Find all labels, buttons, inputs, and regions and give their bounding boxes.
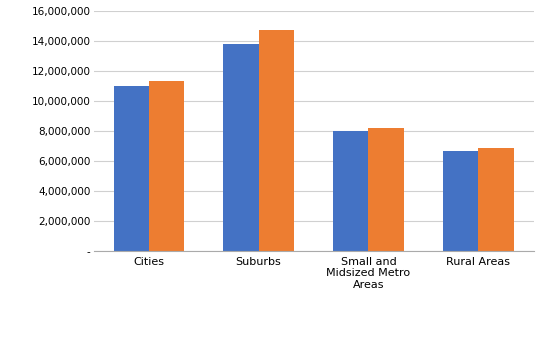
Bar bbox=[258, 30, 294, 251]
Bar bbox=[113, 86, 148, 251]
Bar bbox=[333, 131, 369, 251]
Bar bbox=[368, 128, 404, 251]
Bar bbox=[148, 81, 184, 251]
Bar bbox=[478, 148, 514, 251]
Bar bbox=[443, 150, 478, 251]
Bar bbox=[223, 44, 258, 251]
